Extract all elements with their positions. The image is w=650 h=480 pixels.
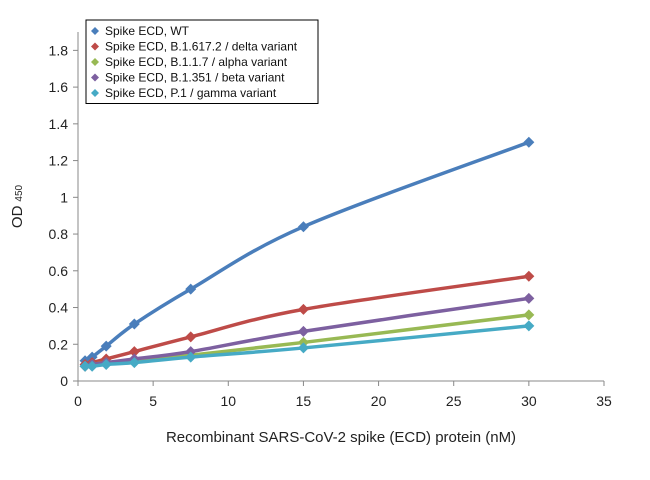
y-tick-label: 0.4: [49, 300, 69, 316]
x-tick-label: 30: [521, 393, 537, 409]
legend-item: Spike ECD, B.1.617.2 / delta variant: [91, 40, 298, 54]
legend-item: Spike ECD, P.1 / gamma variant: [91, 86, 277, 100]
data-point: [297, 342, 309, 354]
y-tick-label: 1.2: [49, 153, 69, 169]
y-tick-label: 1.8: [49, 42, 69, 58]
data-point: [128, 357, 140, 369]
legend-label: Spike ECD, B.1.351 / beta variant: [105, 71, 285, 85]
data-point: [297, 325, 309, 337]
data-point: [185, 346, 197, 358]
data-point: [523, 136, 535, 148]
series-2: [79, 270, 535, 370]
data-point: [86, 351, 98, 363]
legend-marker: [91, 89, 99, 97]
data-point: [297, 336, 309, 348]
legend: Spike ECD, WT Spike ECD, B.1.617.2 / delt…: [85, 19, 319, 104]
legend-marker: [91, 42, 99, 51]
legend-marker: [91, 27, 99, 35]
y-tick-label: 0.6: [49, 263, 69, 279]
series-layer: [79, 136, 535, 372]
y-tick-label: 1: [60, 189, 68, 205]
y-axis-ticks: 0 0.2 0.4 0.6 0.8 1 1.2 1.4 1.6 1.8: [49, 42, 78, 389]
data-point: [185, 283, 197, 295]
data-point: [523, 320, 535, 332]
legend-item: Spike ECD, B.1.1.7 / alpha variant: [91, 55, 288, 69]
series-5: [79, 320, 535, 372]
y-axis-title: OD 450: [9, 184, 26, 228]
data-point: [523, 292, 535, 304]
data-point: [100, 358, 112, 370]
data-point: [523, 309, 535, 321]
y-tick-label: 0.8: [49, 226, 69, 242]
x-tick-label: 15: [296, 393, 312, 409]
data-point: [86, 360, 98, 372]
legend-marker: [91, 73, 99, 82]
x-tick-label: 20: [371, 393, 387, 409]
x-tick-label: 5: [149, 393, 157, 409]
legend-item: Spike ECD, WT: [91, 24, 190, 38]
x-tick-label: 10: [220, 393, 236, 409]
data-point: [523, 270, 535, 282]
x-tick-label: 0: [74, 393, 82, 409]
x-axis-ticks: 0 5 10 15 20 25 30 35: [74, 381, 612, 409]
x-axis-title: Recombinant SARS-CoV-2 spike (ECD) prote…: [166, 429, 516, 446]
y-tick-label: 0: [60, 373, 68, 389]
data-point: [100, 340, 112, 352]
y-tick-label: 1.6: [49, 79, 69, 95]
legend-marker: [91, 58, 99, 66]
axes: 0 5 10 15 20 25 30 35 0 0.2 0.4 0.6 0.8 1 1.2 1.4 1.6 1.…: [49, 32, 612, 409]
data-point: [128, 346, 140, 358]
series-line: [83, 140, 531, 363]
legend-label: Spike ECD, B.1.1.7 / alpha variant: [105, 55, 288, 69]
data-point: [128, 318, 140, 330]
x-tick-label: 35: [596, 393, 612, 409]
y-tick-label: 0.2: [49, 336, 69, 352]
series-line: [83, 274, 531, 367]
data-point: [185, 351, 197, 363]
legend-item: Spike ECD, B.1.351 / beta variant: [91, 71, 285, 85]
y-tick-label: 1.4: [49, 116, 69, 132]
legend-label: Spike ECD, WT: [105, 24, 190, 38]
legend-label: Spike ECD, P.1 / gamma variant: [105, 86, 277, 100]
legend-items: Spike ECD, WT Spike ECD, B.1.617.2 / delt…: [91, 24, 298, 100]
legend-label: Spike ECD, B.1.617.2 / delta variant: [105, 40, 298, 54]
x-tick-label: 25: [446, 393, 462, 409]
legend-box: [85, 19, 319, 104]
y-axis-title-main: OD: [9, 205, 26, 228]
data-point: [79, 360, 91, 372]
data-point: [185, 331, 197, 343]
data-point: [297, 303, 309, 315]
data-point: [297, 221, 309, 233]
y-axis-title-subscript: 450: [14, 184, 25, 201]
